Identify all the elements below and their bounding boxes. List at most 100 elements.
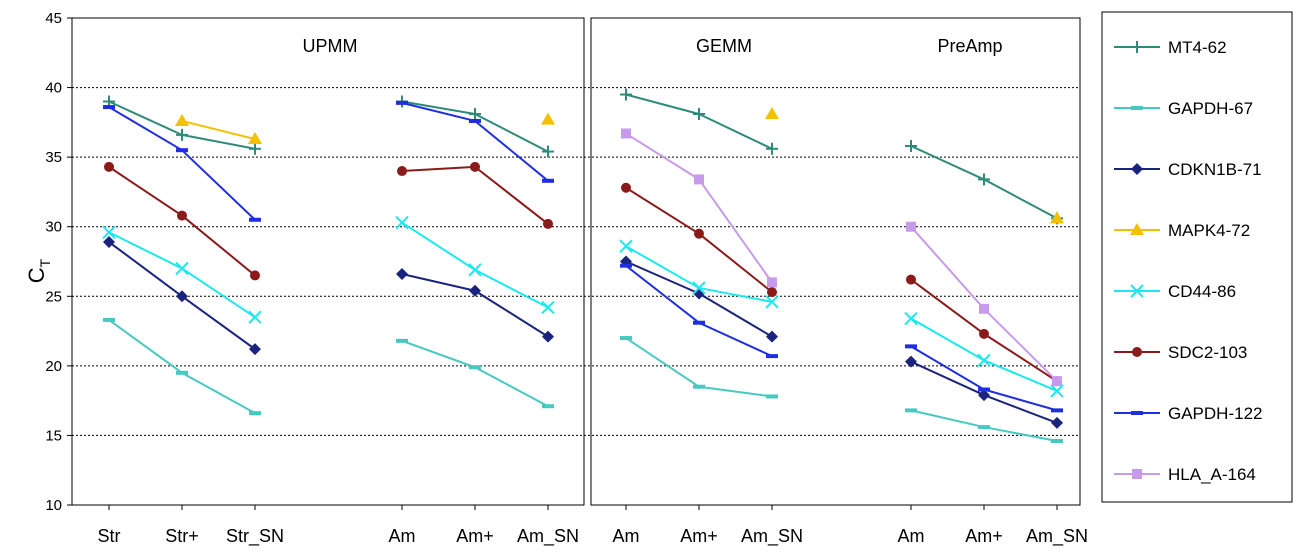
marker-square — [621, 128, 631, 139]
legend-label: MAPK4-72 — [1168, 221, 1250, 240]
data-point — [1052, 376, 1062, 387]
data-point — [396, 268, 408, 281]
data-point — [766, 142, 778, 155]
y-tick-label: 45 — [45, 10, 62, 27]
series-line-segment — [474, 166, 549, 225]
series-line-segment — [983, 359, 1058, 392]
marker-dash — [103, 105, 115, 110]
data-point — [1051, 408, 1063, 413]
data-point — [396, 338, 408, 343]
data-point — [978, 425, 990, 430]
legend-item: MT4-62 — [1114, 38, 1227, 57]
marker-square — [694, 174, 704, 185]
legend-item: SDC2-103 — [1114, 343, 1247, 362]
y-axis-title-subscript: T — [37, 258, 53, 267]
series-hla-a-164 — [621, 128, 1062, 387]
series-line-segment — [474, 120, 549, 182]
data-point — [103, 105, 115, 110]
series-line-segment — [698, 292, 773, 338]
series-line-segment — [181, 214, 256, 277]
data-point — [906, 274, 916, 285]
marker-dash — [620, 336, 632, 341]
data-point — [103, 236, 115, 249]
marker-x-b — [619, 239, 633, 253]
series-line-segment — [983, 388, 1058, 412]
marker-circle — [767, 287, 777, 298]
data-point — [468, 263, 482, 277]
marker-diamond — [469, 284, 481, 297]
marker-dash — [1131, 106, 1143, 110]
series-line-segment — [910, 345, 985, 391]
series-line-segment — [108, 319, 183, 374]
series-sdc2-103 — [104, 161, 1062, 387]
x-tick-label: Str — [97, 526, 120, 546]
series-line-segment — [474, 289, 549, 338]
marker-square — [906, 221, 916, 232]
legend-item: CDKN1B-71 — [1114, 160, 1262, 179]
legend-box — [1101, 11, 1293, 503]
legend-label: MT4-62 — [1168, 38, 1227, 57]
series-line-segment — [108, 106, 183, 152]
series-line-segment — [698, 321, 773, 358]
data-point — [905, 344, 917, 349]
marker-dash — [978, 387, 990, 392]
marker-dash — [396, 338, 408, 343]
panel-frame — [590, 17, 1081, 506]
series-mapk4-72 — [175, 107, 1064, 224]
series-line-segment — [181, 295, 256, 350]
marker-x-b — [541, 300, 555, 315]
legend-marker — [1131, 41, 1143, 53]
x-tick-label: Am+ — [456, 526, 494, 546]
series-line-segment — [910, 360, 985, 396]
marker-diamond — [978, 389, 990, 402]
data-point — [470, 161, 480, 172]
legend-item: CD44-86 — [1114, 282, 1236, 301]
marker-circle — [694, 228, 704, 239]
data-point — [104, 161, 114, 172]
y-tick-label: 30 — [45, 219, 62, 236]
data-point — [176, 370, 188, 375]
marker-square — [979, 303, 989, 314]
series-line-segment — [181, 371, 256, 415]
marker-square — [767, 277, 777, 288]
marker-dash — [469, 118, 481, 123]
legend-marker — [1130, 223, 1144, 235]
marker-x-b — [248, 310, 262, 324]
label-layer: 10 15 20 25 30 35 40 45 CT Str Str+ Str_SN Am Am+ Am_S… — [24, 10, 1088, 547]
data-point — [693, 384, 705, 389]
marker-triangle — [1050, 211, 1064, 224]
data-point — [103, 317, 115, 322]
data-point — [1051, 416, 1063, 429]
data-point — [979, 328, 989, 339]
series-line-segment — [401, 273, 476, 292]
data-point — [620, 263, 632, 268]
legend-label: GAPDH-122 — [1168, 404, 1262, 423]
x-tick-label: Am_SN — [1026, 526, 1088, 547]
data-point — [250, 270, 260, 281]
panel-frames — [67, 17, 1081, 510]
x-tick-label: Am_SN — [517, 526, 579, 547]
series-line-segment — [910, 409, 985, 429]
marker-dash — [766, 394, 778, 399]
legend-item: GAPDH-122 — [1114, 404, 1262, 423]
y-tick-label: 35 — [45, 149, 62, 166]
x-tick-label: Str_SN — [226, 526, 284, 547]
series-line-segment — [698, 178, 773, 283]
data-point — [542, 145, 554, 158]
legend-item: HLA_A-164 — [1114, 465, 1256, 484]
series-line-segment — [910, 278, 985, 335]
data-point — [905, 140, 917, 153]
data-point — [977, 353, 991, 367]
legend-item: MAPK4-72 — [1114, 221, 1250, 240]
data-point — [249, 217, 261, 222]
legend-marker — [1131, 106, 1143, 110]
marker-circle — [250, 270, 260, 281]
data-point — [619, 239, 633, 253]
series-line-segment — [698, 232, 773, 293]
data-point — [766, 330, 778, 343]
legend-item: GAPDH-67 — [1114, 99, 1253, 118]
marker-dash — [978, 425, 990, 430]
data-point — [469, 284, 481, 297]
